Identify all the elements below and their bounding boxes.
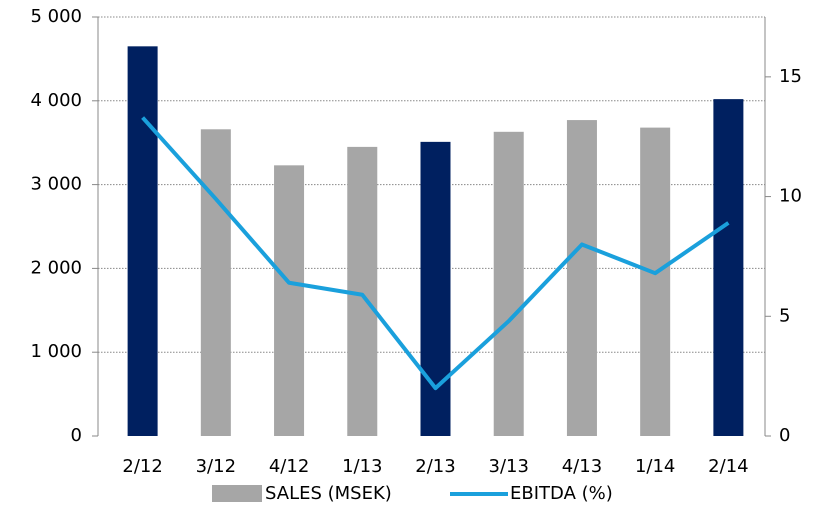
x-tick-label: 4/12 xyxy=(269,456,309,477)
y2-tick-label: 5 xyxy=(779,305,790,326)
x-tick-label: 1/13 xyxy=(342,456,382,477)
y-tick-label: 0 xyxy=(71,425,82,446)
y2-tick-label: 15 xyxy=(779,66,802,87)
y-tick-label: 2 000 xyxy=(30,257,82,278)
x-tick-label: 2/14 xyxy=(708,456,748,477)
bar xyxy=(493,131,524,436)
bar xyxy=(713,99,744,437)
y2-tick-label: 0 xyxy=(779,425,790,446)
legend-label: SALES (MSEK) xyxy=(265,483,392,504)
y-tick-label: 3 000 xyxy=(30,174,82,195)
y-tick-label: 1 000 xyxy=(30,341,82,362)
x-tick-label: 2/12 xyxy=(122,456,162,477)
bar xyxy=(200,129,231,437)
bar xyxy=(274,165,305,437)
bar xyxy=(127,46,158,437)
x-tick-label: 3/13 xyxy=(489,456,529,477)
legend-label: EBITDA (%) xyxy=(510,483,613,504)
bar xyxy=(566,120,597,436)
y2-tick-label: 10 xyxy=(779,186,802,207)
x-tick-label: 4/13 xyxy=(562,456,602,477)
x-tick-label: 1/14 xyxy=(635,456,675,477)
bar xyxy=(640,127,671,436)
y-tick-label: 5 000 xyxy=(30,6,82,27)
y-tick-label: 4 000 xyxy=(30,90,82,111)
line xyxy=(141,116,730,391)
legend-swatch xyxy=(212,485,262,502)
bar xyxy=(420,141,451,436)
x-tick-label: 2/13 xyxy=(415,456,455,477)
x-tick-label: 3/12 xyxy=(196,456,236,477)
